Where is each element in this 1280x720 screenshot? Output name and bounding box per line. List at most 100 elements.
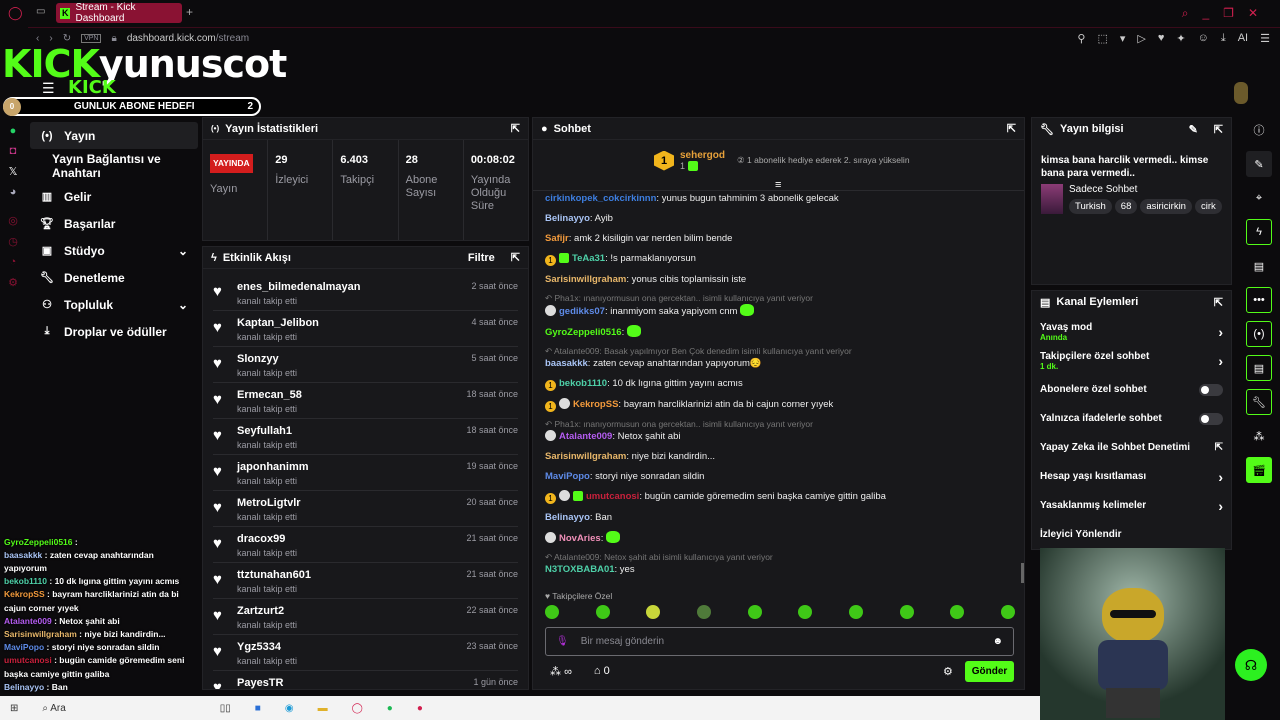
minimize-button[interactable]: _ [1202,6,1210,20]
opera-icon[interactable]: ◯ [351,702,363,714]
focus-icon[interactable]: ⌖ [1255,191,1263,204]
emote[interactable] [798,605,813,619]
chat-username[interactable]: Belinayyo [545,512,590,523]
emote[interactable] [696,605,711,619]
ai-button[interactable]: AI [1237,32,1249,44]
document-icon[interactable]: ▤ [1253,260,1265,273]
reply-context[interactable]: ↶ Atalante009: Basak yapılmıyor Ben Çok … [545,346,852,356]
toggle-switch[interactable] [1199,383,1223,396]
sidebar-item-basarilar[interactable]: 🏆︎ Başarılar [30,210,198,237]
sidebar-item-studyo[interactable]: ▣ Stüdyo ⌄ [30,237,198,264]
channel-points[interactable]: ⁂ ∞ [550,666,572,678]
chat-username[interactable]: baasakkk [545,358,588,369]
tag[interactable]: Turkish [1069,199,1112,214]
event-user[interactable]: japonhanimm [237,461,309,473]
event-user[interactable]: MetroLigtvlr [237,497,301,509]
settings-icon[interactable]: ⚙ [8,277,18,289]
close-button[interactable]: ✕ [1247,6,1258,20]
channel-action-item[interactable]: Yalnızca ifadelerle sohbet [1032,404,1231,433]
maximize-button[interactable]: ❐ [1223,6,1234,20]
file-explorer-icon[interactable]: ▬ [317,702,328,714]
edit-icon[interactable]: ✎ [1188,123,1198,136]
wrench-icon[interactable]: 🔧︎ [1246,389,1272,415]
chat-username[interactable]: KekropSS [573,399,619,410]
send-button[interactable]: Gönder [965,661,1014,682]
discord-icon[interactable]: ◕ [9,186,17,198]
chat-username[interactable]: TeAa31 [572,253,606,264]
info-icon[interactable]: ⓘ [1253,125,1265,137]
chat-username[interactable]: NovAries [559,533,601,544]
popout-icon[interactable]: ⇱ [510,252,520,264]
chat-icon[interactable]: ••• [1246,287,1272,313]
channel-action-item[interactable]: İzleyici Yönlendir [1032,520,1231,549]
chat-username[interactable]: umutcanosi [586,491,640,502]
extensions-icon[interactable]: ✦ [1176,33,1186,45]
chat-username[interactable]: MaviPopo [545,471,590,482]
profile-icon[interactable]: ☺ [1197,32,1209,44]
reply-context[interactable]: ↶ Pha1x: ınanıyormusun ona gercektan.. i… [545,419,813,429]
event-user[interactable]: Zartzurt2 [237,605,285,617]
hamburger-menu-icon[interactable]: ☰ [42,80,55,96]
url-field[interactable]: dashboard.kick.com/stream [126,33,250,44]
menu-icon[interactable]: ☰ [1260,33,1270,45]
event-user[interactable]: dracox99 [237,533,286,545]
event-user[interactable]: enes_bilmedenalmayan [237,281,361,293]
event-user[interactable]: Slonzyy [237,353,279,365]
category-name[interactable]: Sadece Sohbet [1069,184,1138,195]
reload-button[interactable]: ↻ [62,33,72,44]
chat-username[interactable]: GyroZeppeli0516 [545,327,622,338]
store-button[interactable]: ⌂ 0 [593,665,610,677]
channel-action-item[interactable]: Yasaklanmış kelimeler › [1032,491,1231,520]
spotify-icon[interactable]: ● [386,702,393,714]
popout-icon[interactable]: ⇱ [1213,123,1223,136]
support-button[interactable]: ☊ [1235,649,1267,681]
download-icon[interactable]: ⤓ [1220,32,1226,44]
chat-username[interactable]: Sarisinwillgraham [545,451,627,462]
broadcast-icon[interactable]: (•) [1246,321,1272,347]
new-tab-button[interactable]: + [186,5,194,19]
microphone-icon[interactable]: 🎙︎ [556,636,569,647]
gifter-name[interactable]: sehergod [680,150,726,161]
snapshot-icon[interactable]: ⬚ [1097,33,1108,45]
emote[interactable] [646,605,661,619]
event-user[interactable]: PayesTR [237,677,284,689]
reply-context[interactable]: ↶ Atalante009: Netox şahit abi isimli ku… [545,552,773,562]
emote[interactable] [595,605,610,619]
tag[interactable]: 68 [1114,199,1138,214]
pocket-icon[interactable]: ▾ [1119,33,1126,45]
event-user[interactable]: Kaptan_Jelibon [237,317,319,329]
event-user[interactable]: Ygz5334 [237,641,282,653]
history-icon[interactable]: ◷ [8,236,18,248]
event-user[interactable]: Seyfullah1 [237,425,293,437]
vpn-badge[interactable]: VPN [81,34,102,43]
channel-actions-icon[interactable]: ▤ [1246,355,1272,381]
event-user[interactable]: Ermecan_58 [237,389,302,401]
channel-action-item[interactable]: Abonelere özel sohbet [1032,375,1231,404]
chat-settings-icon[interactable]: ⚙ [943,666,953,678]
tag[interactable]: cirk [1194,199,1222,214]
chat-username[interactable]: N3TOXBABA01 [545,564,615,575]
taskbar-search[interactable]: ⌕ Ara [42,702,66,714]
heart-icon[interactable]: ♥ [1157,32,1165,44]
search-icon[interactable]: ⌕ [1181,6,1189,20]
chat-username[interactable]: cirkinkopek_cokcirkinnn [545,193,657,204]
chat-username[interactable]: Belinayyo [545,213,590,224]
opera-logo-icon[interactable]: ◯ [8,5,23,20]
emote[interactable] [545,605,559,619]
start-icon[interactable]: ⊞ [10,702,19,714]
sidebar-item-topluluk[interactable]: ⚇ Topluluk ⌄ [30,291,198,318]
chat-input[interactable]: 🎙︎ Bir mesaj gönderin ☻ [545,627,1014,656]
emote[interactable] [950,605,965,619]
clapperboard-icon[interactable]: 🎬︎ [1246,457,1272,483]
emoji-icon[interactable]: ☻ [992,636,1003,647]
chat-scrollbar[interactable] [1021,563,1024,583]
chat-username[interactable]: bekob1110 [559,378,608,389]
whatsapp-icon[interactable]: ● [9,125,17,137]
channel-action-item[interactable]: Takipçilere özel sohbet 1 dk. › [1032,346,1231,375]
category-thumbnail[interactable] [1041,184,1063,214]
sidebar-item-denetleme[interactable]: 🔧︎ Denetleme [30,264,198,291]
chat-bubble-icon[interactable]: ◔ [9,256,17,268]
forward-button[interactable]: › [49,33,53,44]
chat-username[interactable]: Sarisinwillgraham [545,274,627,285]
user-avatar[interactable] [1234,82,1248,104]
